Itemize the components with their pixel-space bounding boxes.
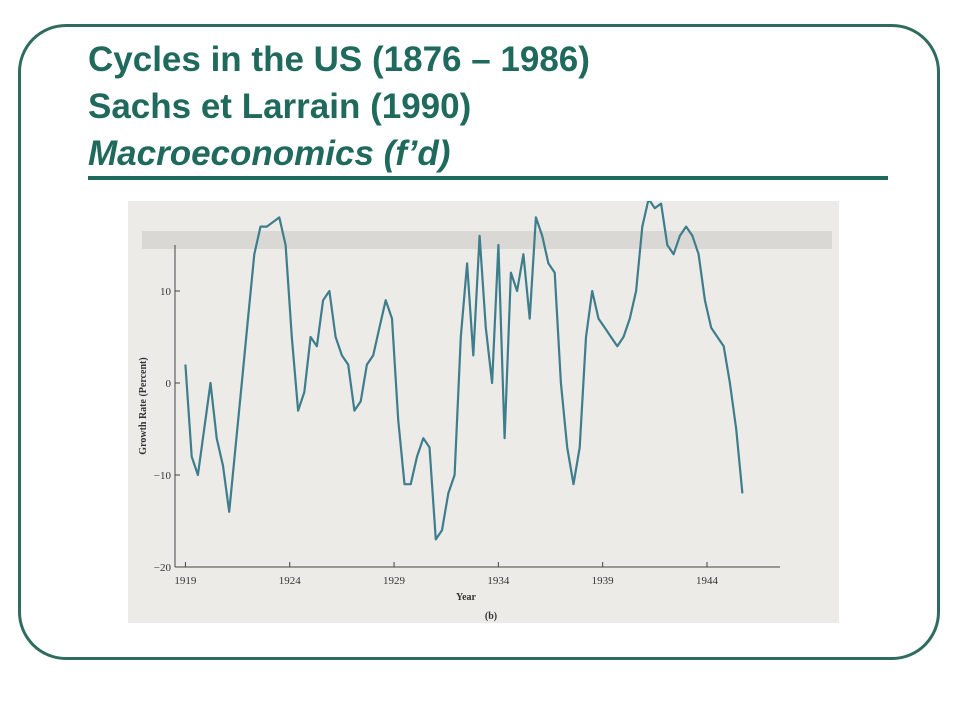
growth-rate-chart: −20 −10 0 10 1919 1924 1929 1934 1939 1944 Growt… (128, 201, 839, 623)
slide-title: Cycles in the US (1876 – 1986) Sachs et … (88, 36, 908, 177)
title-line-3: Macroeconomics (f’d) (88, 134, 451, 173)
chart-scan: −20 −10 0 10 1919 1924 1929 1934 1939 1944 Growt… (128, 201, 839, 623)
y-tick-label: 0 (166, 378, 172, 390)
growth-rate-line (184, 201, 744, 541)
x-tick-label: 1939 (592, 575, 615, 587)
title-underline (88, 176, 888, 180)
x-tick-label: 1919 (174, 575, 197, 587)
y-axis-label: Growth Rate (Percent) (138, 357, 149, 454)
y-tick-label: −20 (154, 562, 172, 574)
y-tick-label: 10 (160, 286, 172, 298)
y-tick-label: −10 (154, 470, 172, 482)
x-tick-label: 1929 (383, 575, 406, 587)
x-tick-label: 1924 (279, 575, 302, 587)
slide-frame (18, 24, 940, 660)
x-tick-label: 1944 (696, 575, 719, 587)
x-ticks: 1919 1924 1929 1934 1939 1944 (174, 562, 718, 587)
title-line-2: Sachs et Larrain (1990) (88, 87, 472, 126)
x-axis-label: Year (456, 592, 477, 603)
x-tick-label: 1934 (487, 575, 510, 587)
chart-axes (174, 245, 780, 568)
y-ticks: −20 −10 0 10 (154, 286, 180, 574)
panel-label: (b) (485, 611, 497, 622)
title-line-1: Cycles in the US (1876 – 1986) (88, 40, 590, 79)
